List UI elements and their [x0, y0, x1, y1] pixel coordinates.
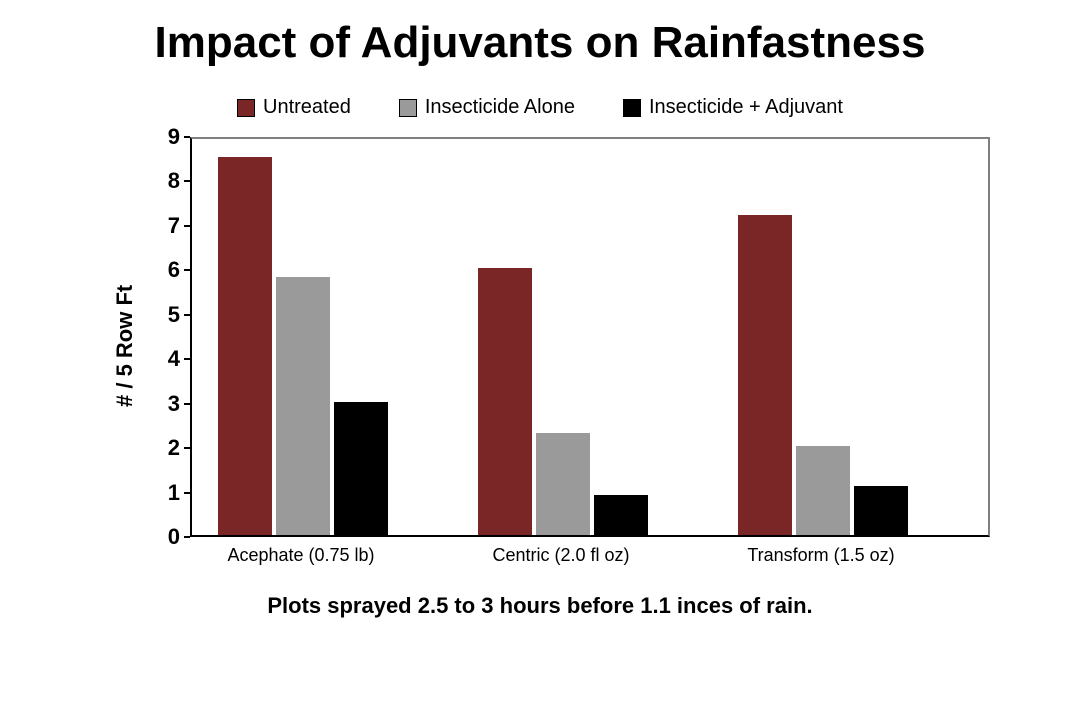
y-tick-label: 3 — [140, 391, 180, 417]
legend: Untreated Insecticide Alone Insecticide … — [0, 96, 1080, 119]
y-tick-label: 2 — [140, 435, 180, 461]
chart-area: # / 5 Row Ft 0123456789 Acephate (0.75 l… — [90, 137, 990, 537]
bar — [478, 268, 532, 535]
y-tick-label: 5 — [140, 302, 180, 328]
plot-area — [190, 137, 990, 537]
y-tick-label: 7 — [140, 213, 180, 239]
bar — [854, 486, 908, 535]
y-tick-label: 8 — [140, 168, 180, 194]
chart-title: Impact of Adjuvants on Rainfastness — [0, 0, 1080, 68]
y-tick-mark — [184, 447, 190, 449]
y-tick-label: 0 — [140, 524, 180, 550]
legend-swatch-insecticide-alone — [399, 99, 417, 117]
legend-item-insecticide-alone: Insecticide Alone — [399, 96, 575, 119]
legend-swatch-untreated — [237, 99, 255, 117]
legend-item-untreated: Untreated — [237, 96, 351, 119]
x-labels: Acephate (0.75 lb)Centric (2.0 fl oz)Tra… — [190, 545, 990, 575]
y-tick-mark — [184, 403, 190, 405]
y-tick-mark — [184, 136, 190, 138]
legend-item-insecticide-adjuvant: Insecticide + Adjuvant — [623, 96, 843, 119]
page: Impact of Adjuvants on Rainfastness Untr… — [0, 0, 1080, 720]
y-tick-mark — [184, 225, 190, 227]
legend-label-untreated: Untreated — [263, 96, 351, 119]
x-category-label: Acephate (0.75 lb) — [181, 545, 421, 566]
legend-label-insecticide-alone: Insecticide Alone — [425, 96, 575, 119]
bar — [536, 433, 590, 535]
x-category-label: Transform (1.5 oz) — [701, 545, 941, 566]
x-category-label: Centric (2.0 fl oz) — [441, 545, 681, 566]
y-tick-mark — [184, 492, 190, 494]
legend-swatch-insecticide-adjuvant — [623, 99, 641, 117]
y-tick-mark — [184, 358, 190, 360]
y-axis-title: # / 5 Row Ft — [112, 285, 138, 407]
bar — [334, 402, 388, 535]
y-tick-label: 1 — [140, 480, 180, 506]
bar — [738, 215, 792, 535]
chart-footnote: Plots sprayed 2.5 to 3 hours before 1.1 … — [0, 593, 1080, 619]
y-tick-mark — [184, 536, 190, 538]
y-tick-label: 9 — [140, 124, 180, 150]
bar — [276, 277, 330, 535]
y-tick-mark — [184, 180, 190, 182]
bar — [796, 446, 850, 535]
bar — [218, 157, 272, 535]
y-tick-mark — [184, 314, 190, 316]
y-tick-mark — [184, 269, 190, 271]
bar — [594, 495, 648, 535]
legend-label-insecticide-adjuvant: Insecticide + Adjuvant — [649, 96, 843, 119]
bars-layer — [192, 139, 988, 535]
y-tick-label: 6 — [140, 257, 180, 283]
y-tick-label: 4 — [140, 346, 180, 372]
